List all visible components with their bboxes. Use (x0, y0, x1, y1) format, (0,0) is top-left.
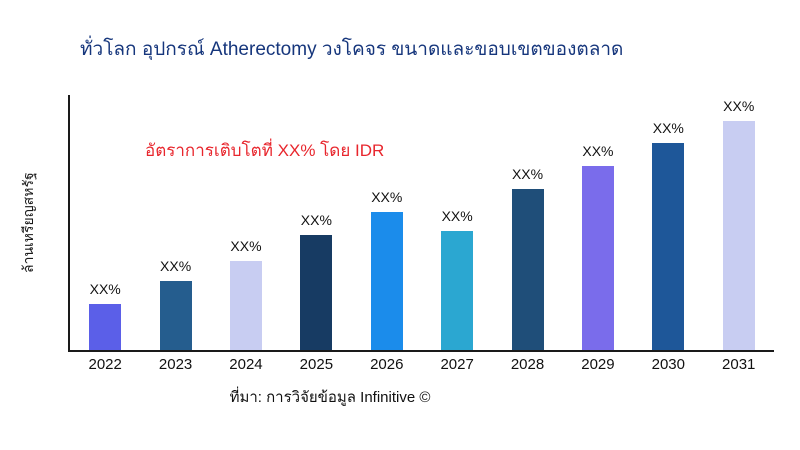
y-axis-line (68, 95, 70, 351)
bar-value-label: XX% (652, 120, 684, 137)
x-axis-line (68, 350, 774, 352)
x-axis-tick-label: 2029 (581, 356, 615, 373)
bar-group: XX% (422, 95, 492, 350)
bar (370, 212, 403, 350)
bar-value-label: XX% (160, 258, 192, 275)
x-axis-tick-label: 2031 (722, 356, 756, 373)
source-attribution: ที่มา: การวิจัยข้อมูล Infinitive © (229, 389, 431, 406)
bar-value-label: XX% (230, 237, 262, 254)
bar-value-label: XX% (511, 166, 544, 183)
x-axis-tick-label: 2028 (510, 356, 545, 373)
x-axis-tick-label: 2027 (440, 356, 474, 373)
bar-group: XX% (281, 95, 351, 350)
x-axis-tick-label: 2025 (299, 356, 334, 373)
bar-value-label: XX% (371, 189, 403, 206)
bar-value-label: XX% (582, 143, 614, 160)
y-axis-label: ล้านเหรียญสหรัฐ (20, 172, 36, 274)
bar (89, 304, 122, 350)
bar-group: XX% (70, 95, 140, 350)
plot-area: XX% XX% XX% XX% XX% XX% XX% XX% XX% XX% (70, 95, 774, 350)
bar (722, 120, 755, 350)
bar-value-label: XX% (300, 212, 332, 229)
x-axis-tick-label: 2022 (88, 356, 122, 373)
bar-group: XX% (704, 95, 774, 350)
bar-group: XX% (352, 95, 422, 350)
growth-rate-annotation: อัตราการเติบโตที่ XX% โดย IDR (145, 141, 385, 160)
chart-title: ทั่วโลก อุปกรณ์ Atherectomy วงโคจร ขนาดแ… (80, 39, 624, 60)
bar-value-label: XX% (441, 207, 473, 224)
bar-value-label: XX% (723, 97, 755, 114)
x-axis-tick-label: 2030 (651, 356, 685, 373)
bar-value-label: XX% (89, 281, 121, 298)
bar (511, 189, 544, 350)
bar-group: XX% (633, 95, 703, 350)
bar (229, 260, 262, 350)
bar (300, 235, 333, 350)
x-axis-tick-label: 2026 (370, 356, 404, 373)
bar (581, 166, 614, 350)
bar (159, 281, 192, 350)
x-axis-labels: 2022 2023 2024 2025 2026 2027 2028 2029 2030 2031 (70, 356, 774, 373)
bar-group: XX% (563, 95, 633, 350)
bar-group: XX% (211, 95, 281, 350)
bar-group: XX% (141, 95, 211, 350)
x-axis-tick-label: 2024 (229, 356, 263, 373)
bar (652, 143, 685, 350)
bar-group: XX% (493, 95, 563, 350)
bar (441, 230, 474, 350)
x-axis-tick-label: 2023 (158, 356, 193, 373)
